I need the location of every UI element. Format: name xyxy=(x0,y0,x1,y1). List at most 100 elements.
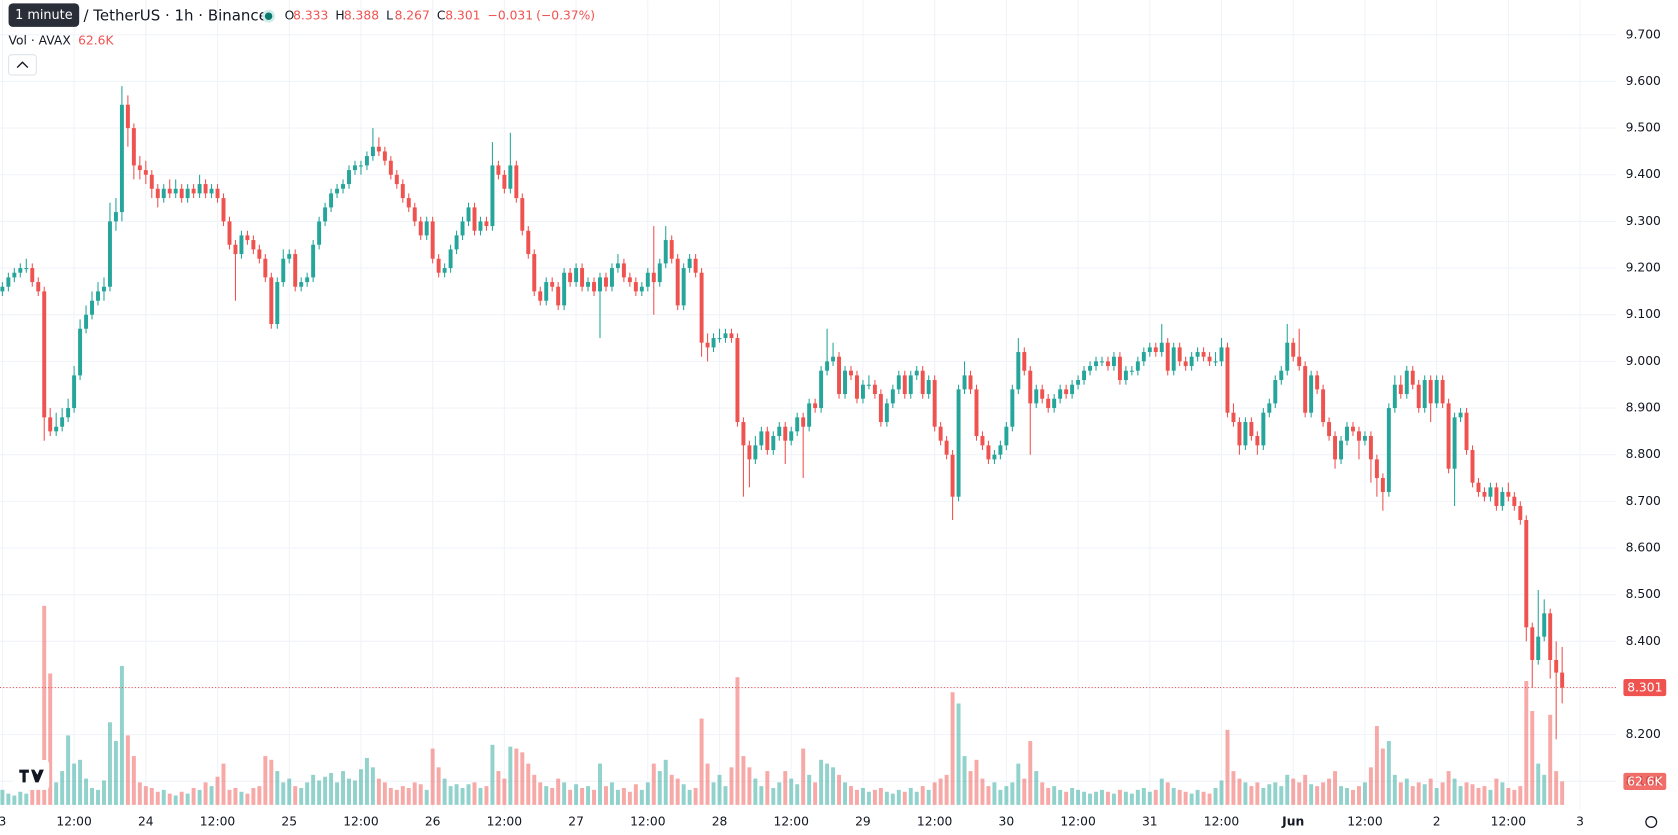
candle-body xyxy=(1082,370,1087,381)
candle-body xyxy=(675,258,680,306)
candle-body xyxy=(48,417,53,432)
volume-bar xyxy=(436,767,441,805)
volume-bar xyxy=(807,774,812,805)
x-tick-label: 12:00 xyxy=(343,815,378,829)
volume-bar xyxy=(1464,782,1469,805)
candle-body xyxy=(323,207,328,222)
candle-body xyxy=(1213,361,1218,363)
volume-bar xyxy=(1548,714,1553,805)
volume-bar xyxy=(986,786,991,805)
x-tick-label: 12:00 xyxy=(630,815,665,829)
volume-bar xyxy=(1309,784,1314,805)
candle-body xyxy=(920,370,925,395)
candle-body xyxy=(938,426,943,441)
volume-bar xyxy=(872,789,877,805)
candle-body xyxy=(962,375,967,390)
y-tick-label: 8.900 xyxy=(1626,401,1661,415)
candle-body xyxy=(1123,370,1128,381)
candle-body xyxy=(1064,389,1069,395)
candle-body xyxy=(1303,366,1308,413)
volume-bar xyxy=(1046,787,1051,805)
candle-body xyxy=(1297,356,1302,367)
volume-bar xyxy=(1404,778,1409,805)
volume-bar xyxy=(1249,786,1254,805)
volume-bar xyxy=(615,789,620,805)
collapse-button[interactable] xyxy=(8,54,37,76)
volume-bar xyxy=(1440,782,1445,805)
candle-body xyxy=(221,198,226,222)
candle-body xyxy=(699,272,704,343)
candle-body xyxy=(1159,342,1164,353)
candle-body xyxy=(1058,389,1063,399)
volume-bar xyxy=(1303,774,1308,805)
candle-body xyxy=(896,375,901,390)
candle-body xyxy=(729,333,734,339)
volume-bar xyxy=(639,789,644,805)
candle-body xyxy=(203,184,208,194)
candle-body xyxy=(293,254,298,287)
volume-bar xyxy=(580,787,585,805)
volume-bar xyxy=(1362,782,1367,805)
volume-bar xyxy=(203,782,208,805)
candle-body xyxy=(496,165,501,175)
candle-body xyxy=(586,282,591,287)
settings-icon[interactable] xyxy=(1645,816,1658,829)
candle-body xyxy=(854,375,859,399)
candle-body xyxy=(1518,506,1523,521)
candle-body xyxy=(998,445,1003,455)
volume-bar xyxy=(556,778,561,805)
candle-body xyxy=(783,426,788,441)
candle-body xyxy=(627,277,632,283)
candle-body xyxy=(956,389,961,497)
candle-body xyxy=(448,249,453,269)
volume-bar xyxy=(66,735,71,805)
volume-bar xyxy=(741,756,746,805)
volume-bar xyxy=(478,787,483,805)
tooltip: 1 minute xyxy=(15,8,73,23)
candle-body xyxy=(233,244,238,255)
volume-bar xyxy=(1392,774,1397,805)
candle-body xyxy=(388,160,393,175)
volume-bar xyxy=(592,789,596,805)
candle-body xyxy=(119,104,124,213)
x-tick-label: 12:00 xyxy=(1060,815,1095,829)
volume-bar xyxy=(1512,789,1517,805)
volume-bar xyxy=(1040,782,1045,805)
volume-bar xyxy=(209,786,214,805)
volume-bar xyxy=(950,692,955,805)
candle-body xyxy=(149,174,154,189)
volume-bar xyxy=(627,791,632,805)
volume-bar xyxy=(143,786,148,805)
candle-body xyxy=(1452,417,1457,469)
volume-bar xyxy=(813,782,818,805)
candle-body xyxy=(317,221,322,245)
candle-body xyxy=(860,384,865,399)
ohlc-value: 8.388 xyxy=(344,9,379,23)
candle-body xyxy=(926,380,931,395)
candle-body xyxy=(550,282,555,287)
candle-body xyxy=(831,356,836,362)
candle-body xyxy=(60,417,65,427)
candle-body xyxy=(1267,403,1272,413)
volume-bar xyxy=(1100,789,1104,805)
volume-bar xyxy=(1225,729,1230,805)
volume-bar xyxy=(1153,789,1158,805)
candle-body xyxy=(269,277,274,325)
x-tick-label: 29 xyxy=(855,815,871,829)
volume-bar xyxy=(1070,787,1075,805)
candle-body xyxy=(6,277,11,287)
volume-bar xyxy=(424,789,429,805)
candle-body xyxy=(508,165,513,189)
volume-bar xyxy=(831,767,836,805)
candle-body xyxy=(789,431,794,441)
volume-bar xyxy=(191,787,196,805)
candle-body xyxy=(1380,478,1385,493)
candle-body xyxy=(974,389,979,437)
candle-body xyxy=(1494,487,1499,507)
candle-body xyxy=(341,184,345,189)
volume-bar xyxy=(1398,782,1403,805)
volume-bar xyxy=(574,784,579,805)
candle-body xyxy=(1088,366,1093,371)
candle-body xyxy=(819,370,824,409)
volume-bar xyxy=(562,782,567,805)
